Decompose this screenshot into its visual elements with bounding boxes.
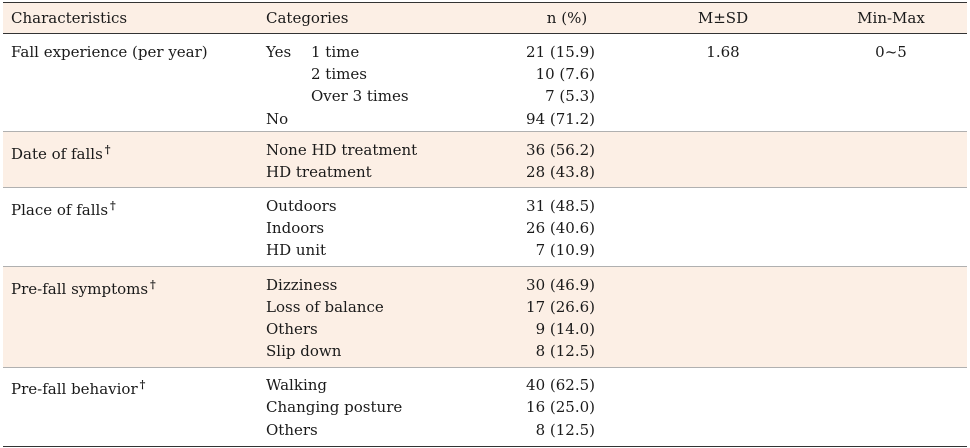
dagger-mark: † (110, 199, 116, 212)
table-row-n: 8 (12.5) (535, 342, 595, 360)
table-row-n: 7 (10.9) (535, 241, 595, 259)
fall-experience-msd: 1.68 (706, 43, 740, 61)
group-pre-fall-symptoms: Pre-fall symptoms † Dizziness 30 (46.9) L… (3, 267, 967, 368)
table-row-n: 9 (14.0) (535, 320, 595, 338)
header-categories: Categories (266, 9, 349, 27)
table-row-n: 17 (26.6) (526, 298, 595, 316)
table-row-n: 8 (12.5) (535, 421, 595, 439)
header-min-max: Min-Max (857, 9, 925, 27)
table-row-category: HD treatment (266, 163, 372, 181)
header-n-percent: n (%) (546, 9, 588, 27)
fall-experience-yes-label: Yes (266, 43, 292, 61)
table-row-category: None HD treatment (266, 141, 418, 159)
pre-fall-symptoms-label: Pre-fall symptoms † (11, 278, 156, 298)
table-row-n: 36 (56.2) (526, 141, 595, 159)
table-row-n: 26 (40.6) (526, 219, 595, 237)
place-of-falls-label: Place of falls † (11, 199, 116, 219)
table-row-category: Dizziness (266, 276, 338, 294)
table-row-n: 31 (48.5) (526, 197, 595, 215)
table-row-n: 21 (15.9) (526, 43, 595, 61)
date-of-falls-label: Date of falls † (11, 143, 111, 163)
table-row-n: 7 (5.3) (545, 87, 595, 105)
group-pre-fall-behavior: Pre-fall behavior † Walking 40 (62.5) Cha… (3, 368, 967, 447)
table-row-category: Walking (266, 376, 328, 394)
table-row-category: Loss of balance (266, 298, 384, 316)
table-row-n: 28 (43.8) (526, 163, 595, 181)
table-row-category: 1 time (311, 43, 360, 61)
table-row-category: Outdoors (266, 197, 337, 215)
table-row-n: 40 (62.5) (526, 376, 595, 394)
dagger-mark: † (104, 143, 111, 156)
header-msd: M±SD (697, 9, 749, 27)
table-row-category: Indoors (266, 219, 325, 237)
table-row-category: Others (266, 421, 318, 439)
fall-experience-min-max: 0~5 (875, 43, 907, 61)
table-row-n: 10 (7.6) (535, 65, 595, 83)
pre-fall-behavior-label: Pre-fall behavior † (11, 378, 146, 398)
table-row-category: Slip down (266, 342, 342, 360)
table-row-category: Over 3 times (311, 87, 409, 105)
header-characteristics: Characteristics (11, 9, 128, 27)
falls-characteristics-table: Characteristics Categories n (%) M±SD Mi… (3, 2, 967, 447)
table-row-category: 2 times (311, 65, 367, 83)
table-row-n: 16 (25.0) (526, 398, 595, 416)
group-fall-experience: Fall experience (per year) Yes 1 time 21… (3, 34, 967, 132)
table-row-category: No (266, 110, 289, 128)
table-row-n: 30 (46.9) (526, 276, 595, 294)
table-row-category: HD unit (266, 241, 327, 259)
table-row-category: Changing posture (266, 398, 403, 416)
dagger-mark: † (139, 378, 146, 391)
table-row-n: 94 (71.2) (526, 110, 595, 128)
group-date-of-falls: Date of falls † None HD treatment 36 (56.… (3, 132, 967, 188)
table-row-category: Others (266, 320, 318, 338)
dagger-mark: † (150, 278, 156, 291)
fall-experience-label: Fall experience (per year) (11, 43, 208, 61)
table-header: Characteristics Categories n (%) M±SD Mi… (3, 2, 967, 34)
group-place-of-falls: Place of falls † Outdoors 31 (48.5) Indoo… (3, 188, 967, 267)
